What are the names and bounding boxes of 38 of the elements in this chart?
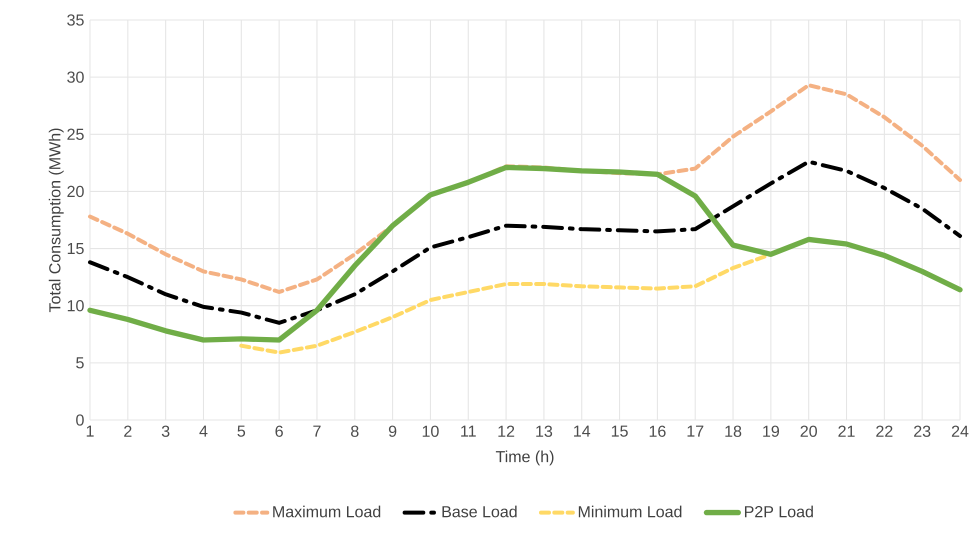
y-tick-label: 35 [67, 14, 84, 26]
x-tick-label: 8 [351, 426, 359, 437]
x-tick-label: 15 [612, 426, 628, 437]
x-tick-label: 22 [876, 426, 892, 437]
legend-label: Minimum Load [578, 506, 682, 518]
x-tick-label: 1 [86, 426, 94, 437]
legend-label: Maximum Load [273, 506, 380, 518]
y-tick-label: 10 [68, 300, 84, 312]
x-tick-label: 13 [536, 426, 552, 437]
y-tick-label: 25 [67, 128, 84, 140]
x-tick-label: 9 [388, 426, 396, 437]
x-tick-label: 6 [276, 426, 283, 437]
legend-label: Base Load [442, 506, 517, 518]
x-tick-label: 24 [952, 426, 968, 437]
x-tick-label: 23 [914, 426, 930, 437]
x-tick-label: 4 [199, 426, 208, 437]
y-axis-title: Total Consumption (MWh) [48, 128, 64, 312]
y-tick-label: 15 [68, 243, 84, 254]
x-tick-label: 17 [688, 426, 704, 437]
x-tick-label: 10 [422, 426, 439, 437]
x-tick-label: 5 [238, 426, 246, 437]
x-tick-label: 2 [124, 426, 132, 437]
x-tick-label: 16 [650, 426, 666, 437]
y-tick-label: 20 [67, 186, 84, 198]
x-tick-label: 20 [800, 426, 817, 437]
x-tick-label: 3 [162, 426, 170, 437]
x-tick-label: 19 [763, 426, 780, 437]
y-tick-label: 0 [76, 414, 84, 426]
legend-label: P2P Load [744, 506, 813, 518]
x-tick-label: 14 [574, 426, 590, 437]
y-tick-label: 5 [76, 357, 84, 368]
x-tick-label: 12 [498, 426, 514, 437]
x-tick-label: 21 [838, 426, 855, 437]
x-tick-label: 18 [725, 426, 742, 437]
x-tick-label: 11 [461, 426, 476, 437]
x-axis-title: Time (h) [496, 450, 554, 466]
y-tick-label: 30 [67, 71, 84, 83]
x-tick-label: 7 [313, 426, 321, 437]
